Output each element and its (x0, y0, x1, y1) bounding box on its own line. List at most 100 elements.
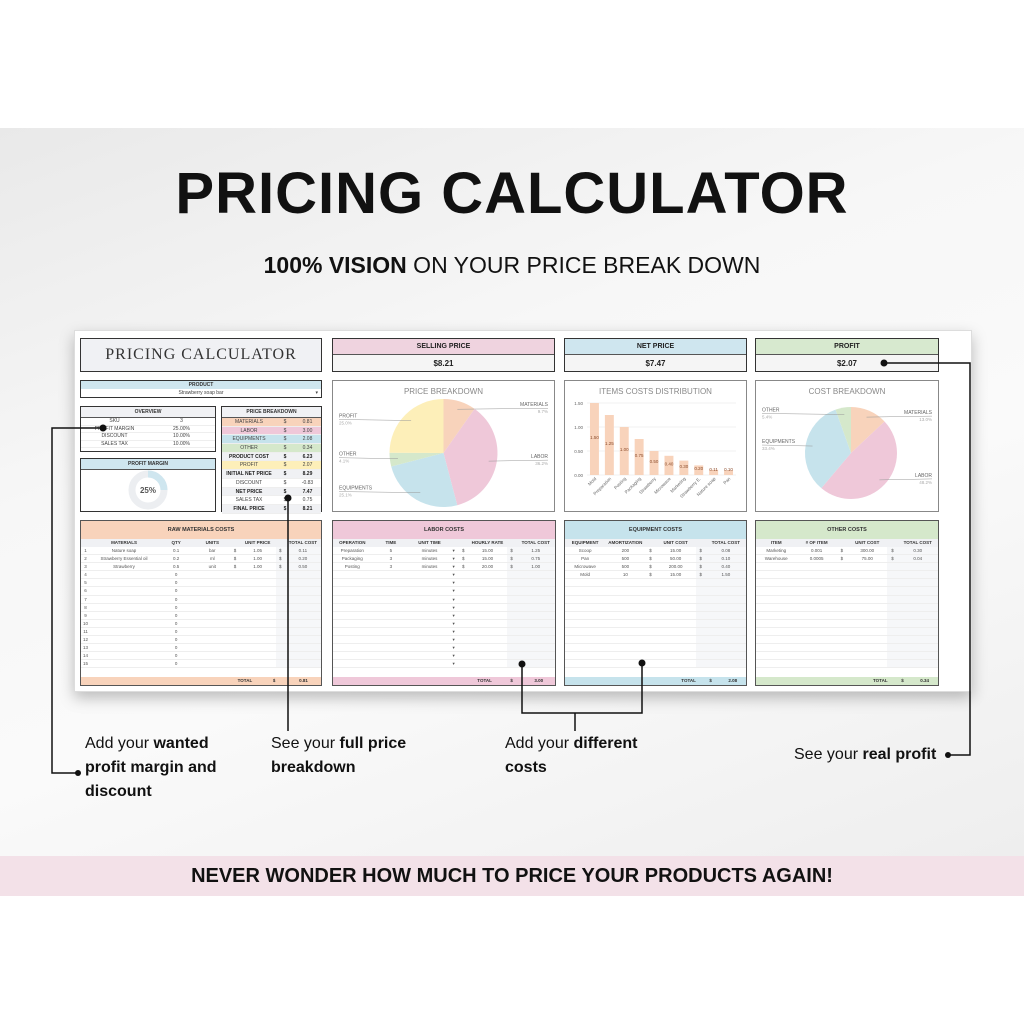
table-cell[interactable] (333, 644, 372, 651)
table-cell[interactable] (645, 587, 655, 594)
table-cell[interactable]: 10 (622, 572, 628, 578)
table-cell[interactable]: minutes (421, 548, 438, 553)
table-cell[interactable]: 0.04 (897, 555, 938, 563)
table-cell[interactable] (897, 660, 938, 668)
table-cell[interactable] (847, 644, 887, 651)
table-cell[interactable]: $ (506, 563, 517, 571)
table-cell[interactable]: 7 (84, 596, 87, 602)
table-cell[interactable]: 0 (174, 653, 178, 659)
table-cell[interactable]: 8 (84, 604, 87, 610)
table-cell[interactable] (516, 636, 556, 644)
table-cell[interactable] (516, 595, 556, 603)
table-cell[interactable] (372, 636, 411, 643)
table-cell[interactable] (410, 628, 449, 635)
table-cell[interactable]: 0.40 (705, 563, 746, 571)
table-cell[interactable] (410, 579, 449, 586)
table-cell[interactable] (506, 579, 517, 587)
table-cell[interactable]: $ (649, 556, 652, 562)
table-cell[interactable]: 15.00 (669, 572, 682, 578)
table-cell[interactable] (756, 579, 796, 586)
table-cell[interactable] (645, 644, 655, 651)
table-cell[interactable]: $ (695, 571, 706, 579)
table-cell[interactable] (194, 604, 230, 611)
table-cell[interactable] (239, 652, 275, 659)
table-cell[interactable] (333, 596, 372, 603)
table-cell[interactable] (458, 660, 468, 667)
table-cell[interactable] (516, 603, 556, 611)
table-cell[interactable] (897, 579, 938, 587)
table-cell[interactable] (239, 579, 275, 586)
table-cell[interactable] (847, 628, 887, 635)
table-cell[interactable]: ▾ (452, 548, 455, 553)
table-cell[interactable] (194, 644, 230, 651)
table-cell[interactable]: 0.1 (172, 548, 180, 553)
table-cell[interactable]: ▾ (452, 645, 455, 651)
table-cell[interactable]: 0 (174, 661, 178, 667)
table-cell[interactable]: 3 (84, 564, 87, 570)
table-cell[interactable]: ▾ (452, 580, 455, 586)
table-cell[interactable] (645, 579, 655, 586)
table-cell[interactable]: $ (695, 555, 706, 563)
table-cell[interactable]: ▾ (452, 572, 455, 578)
table-cell[interactable] (458, 571, 468, 578)
table-cell[interactable] (695, 603, 706, 611)
table-cell[interactable] (284, 644, 321, 652)
table-cell[interactable] (837, 587, 847, 594)
table-cell[interactable] (837, 644, 847, 651)
table-cell[interactable] (887, 603, 898, 611)
table-cell[interactable]: 5 (84, 580, 87, 586)
table-cell[interactable] (275, 603, 285, 611)
table-cell[interactable] (275, 652, 285, 660)
table-cell[interactable] (372, 652, 411, 659)
table-cell[interactable] (605, 612, 645, 619)
table-cell[interactable] (410, 596, 449, 603)
table-cell[interactable]: 0 (174, 612, 178, 618)
table-cell[interactable] (695, 660, 706, 668)
table-cell[interactable] (410, 660, 449, 667)
table-cell[interactable]: 9 (84, 612, 87, 618)
table-cell[interactable] (275, 571, 285, 579)
table-cell[interactable] (468, 587, 507, 594)
table-cell[interactable] (506, 611, 517, 619)
table-cell[interactable] (372, 620, 411, 627)
table-cell[interactable]: $ (840, 556, 844, 562)
table-cell[interactable] (275, 660, 285, 668)
table-cell[interactable] (605, 596, 645, 603)
table-cell[interactable] (695, 636, 706, 644)
table-cell[interactable] (565, 612, 605, 619)
table-cell[interactable] (645, 652, 655, 659)
table-cell[interactable] (656, 652, 696, 659)
table-cell[interactable] (756, 636, 796, 643)
table-cell[interactable] (605, 652, 645, 659)
table-cell[interactable] (705, 603, 746, 611)
table-cell[interactable] (605, 636, 645, 643)
table-cell[interactable] (239, 628, 275, 635)
table-cell[interactable] (275, 611, 285, 619)
table-cell[interactable] (506, 652, 517, 660)
table-cell[interactable] (468, 620, 507, 627)
table-cell[interactable] (887, 571, 898, 579)
table-cell[interactable] (275, 619, 285, 627)
table-cell[interactable] (756, 620, 796, 627)
table-cell[interactable] (897, 571, 938, 579)
table-cell[interactable] (897, 627, 938, 636)
table-cell[interactable] (230, 579, 239, 586)
table-cell[interactable] (194, 660, 230, 667)
table-cell[interactable] (194, 636, 230, 643)
table-cell[interactable] (410, 587, 449, 594)
table-cell[interactable] (887, 611, 898, 619)
table-cell[interactable] (897, 619, 938, 627)
table-cell[interactable]: 300.00 (860, 548, 875, 553)
table-cell[interactable] (506, 644, 517, 652)
table-cell[interactable] (516, 644, 556, 652)
product-value[interactable]: Strawberry soap bar ▾ (81, 389, 321, 397)
table-cell[interactable]: 0.30 (897, 547, 938, 555)
table-cell[interactable] (284, 660, 321, 668)
table-cell[interactable] (230, 587, 239, 594)
table-cell[interactable] (656, 612, 696, 619)
table-cell[interactable] (506, 636, 517, 644)
table-cell[interactable] (275, 627, 285, 636)
table-cell[interactable] (837, 571, 847, 578)
table-cell[interactable] (756, 660, 796, 667)
table-cell[interactable] (458, 596, 468, 603)
